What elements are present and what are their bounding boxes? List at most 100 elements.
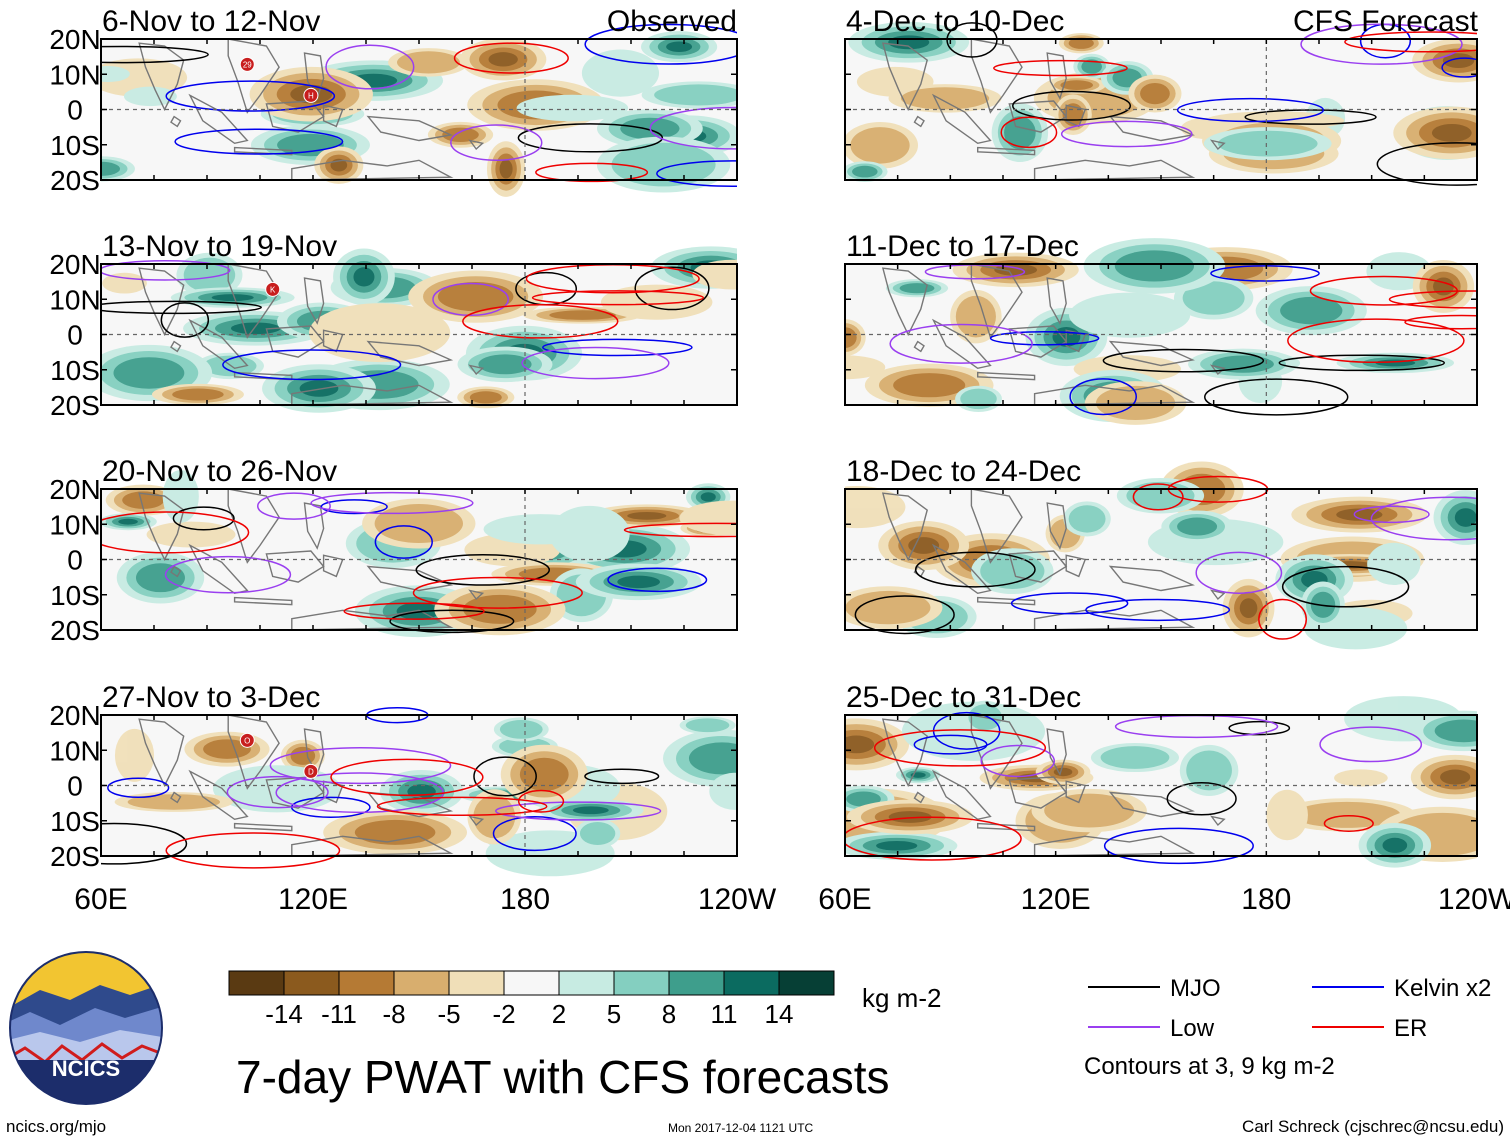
contour-er [1258,598,1308,640]
wave-contours [854,475,1477,640]
colorbar-label: -2 [492,999,515,1029]
field-blob [353,267,375,287]
coastline [227,488,280,564]
field-blob [1434,719,1477,743]
field-blob [516,94,629,122]
coastline [1046,728,1067,776]
field-blob [488,52,518,67]
field-blob [478,354,532,375]
contour-mjo [160,302,210,338]
field-blob [579,822,616,845]
contour-kelvin-x2 [1210,265,1320,282]
contour-low [1353,505,1430,524]
units-label: kg m-2 [862,983,941,1013]
storm-label: K [270,285,276,294]
contour-er [1132,483,1184,511]
colorbar-swatch [613,970,670,996]
field-blob [1081,59,1102,74]
coastline [970,263,1023,339]
coastline [970,38,1023,114]
contour-low [495,801,662,821]
field-blob [473,795,516,839]
y-tick-label: 20S [50,841,100,872]
field-blob [1382,837,1408,853]
contour-kelvin-x2 [107,777,170,799]
field-blob [118,518,138,525]
observed-label: Observed [607,5,737,38]
field-blob [876,840,918,851]
y-tick-label: 10N [49,59,100,90]
contour-mjo [101,300,262,315]
field-blob [299,380,339,397]
contour-er [462,304,619,339]
panel-title: 11-Dec to 17-Dec [846,230,1079,263]
legend-label: Kelvin x2 [1394,975,1491,1002]
contour-mjo [1281,565,1410,608]
contour-low [1319,726,1423,763]
field-blob [1069,292,1191,338]
coastline [170,565,182,578]
coastline [468,139,485,151]
panel-title: 6-Nov to 12-Nov [102,5,320,38]
field-blob [127,794,221,810]
x-tick-label: 120W [698,883,777,916]
x-tick-label: 180 [500,883,550,916]
storm-marker [239,56,255,72]
field-blob [852,165,878,178]
contour-kelvin-x2 [1103,827,1254,865]
field-blob [463,594,537,624]
colorbar: -14 -11 -8 -5 -2 2 5 8 11 14 [228,970,835,1029]
field-blob [611,142,716,187]
x-tick-label: 180 [1241,883,1291,916]
coastline [233,822,293,832]
field-blob [1060,80,1093,90]
colorbar-swatch [228,970,285,996]
colorbar-swatch [338,970,395,996]
contour-er [1000,116,1058,149]
contour-kelvin-x2 [989,330,1100,346]
panel-title: 20-Nov to 26-Nov [102,455,337,488]
field-blob [1100,746,1170,769]
field-blob [845,590,931,625]
field-blob [437,282,514,312]
field-blob [114,728,155,782]
contour-low [164,555,292,594]
field-blob [549,310,616,320]
contour-kelvin-x2 [374,525,433,559]
coastline [1046,52,1067,100]
y-tick-label: 10N [49,735,100,766]
contour-mjo [584,768,660,785]
field-blob [123,86,177,107]
field-blob [1053,767,1073,777]
colorbar-swatch [283,970,340,996]
panel-title: 13-Nov to 19-Nov [102,230,337,263]
contour-er [376,796,548,817]
panel: 25-Dec to 31-Dec 60E 120E 180 120W [818,681,1510,916]
y-tick-label: 0 [67,545,83,576]
contour-mjo [101,822,188,865]
colorbar-swatch [393,970,450,996]
contour-low [310,491,474,515]
field-blob [101,58,188,97]
contour-mjo [634,266,710,311]
coastline [1065,104,1087,128]
field-blob [1293,801,1401,828]
x-tick-label: 60E [74,883,127,916]
contour-mjo [389,609,515,634]
panel: 11-Dec to 17-Dec [844,230,1478,425]
coastline [881,718,928,788]
contour-low [1060,120,1193,148]
panel-title: 18-Dec to 24-Dec [846,455,1081,488]
coastline [913,340,925,353]
coastline [1108,340,1195,367]
storm-marker [303,87,319,103]
contour-mjo [101,45,209,64]
field-blob [1239,598,1258,619]
field-blob [1334,769,1388,787]
field-blob [113,357,185,389]
panel: 4-Dec to 10-Dec CFS Forecast [844,5,1479,186]
coastline [1108,565,1195,592]
field-blob [1454,508,1477,527]
